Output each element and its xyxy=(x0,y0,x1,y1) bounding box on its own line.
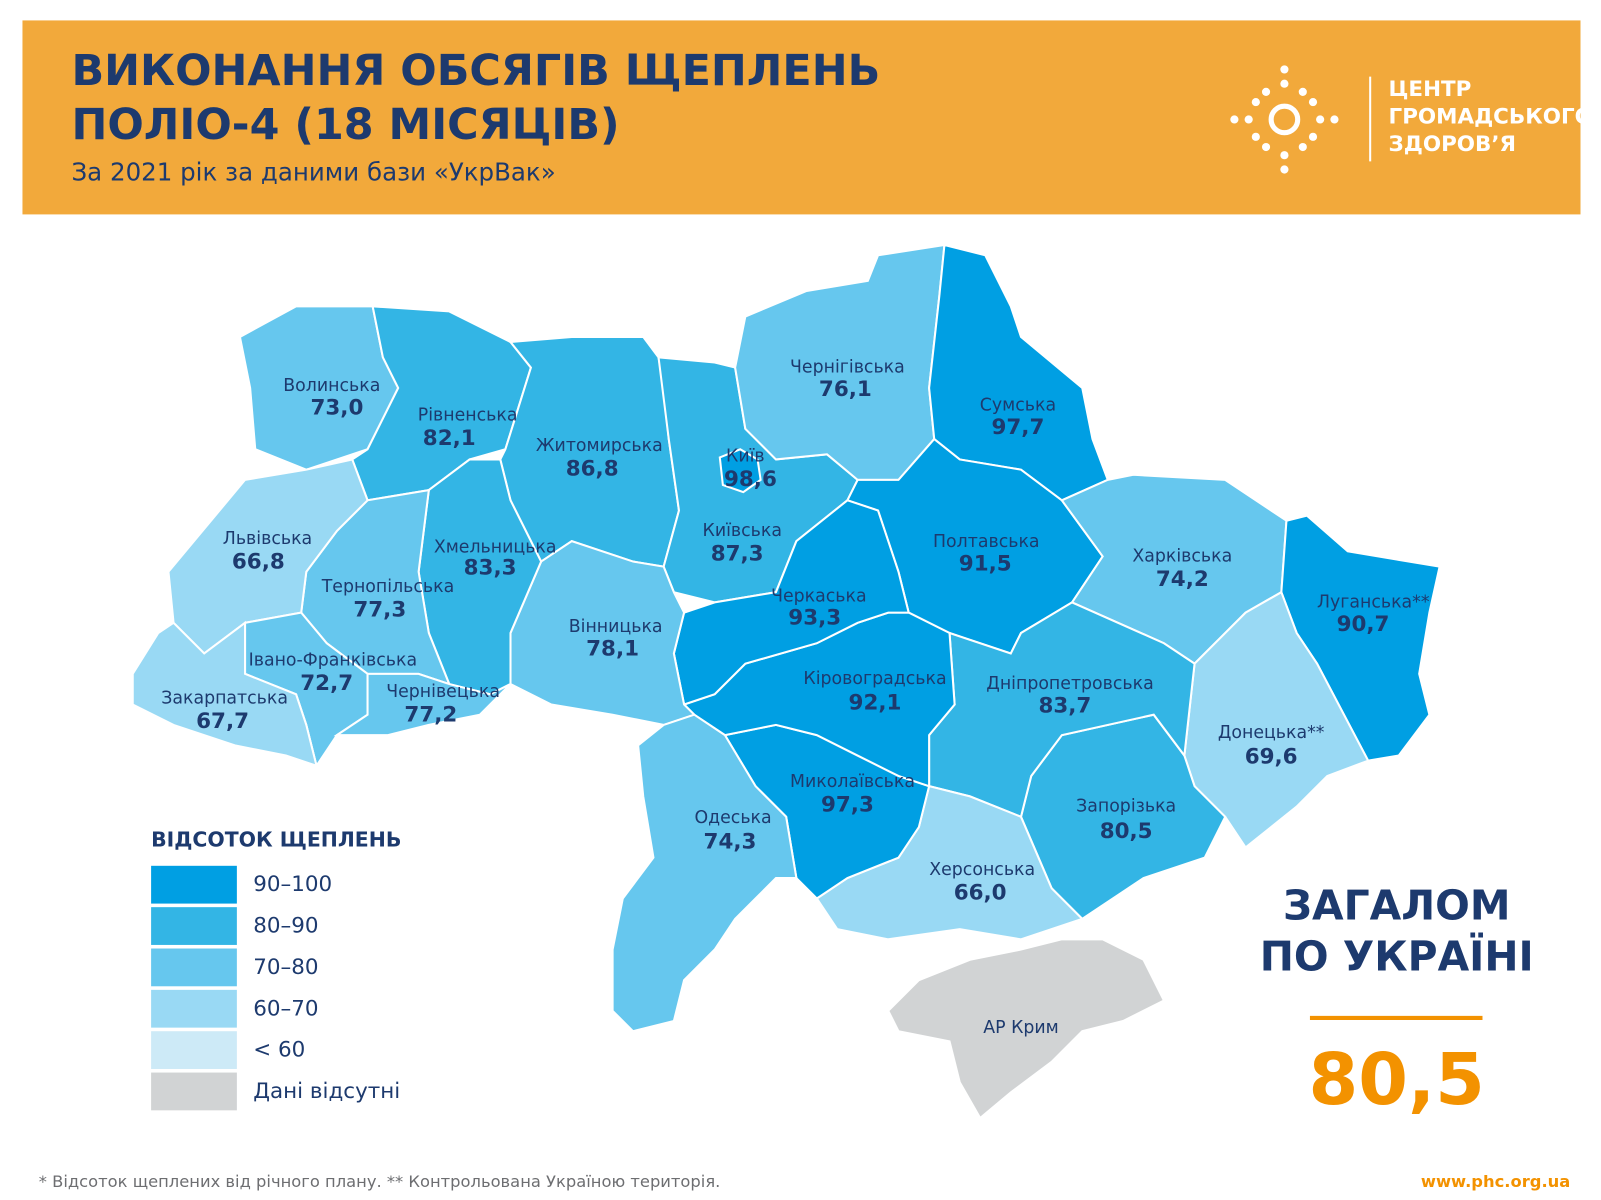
region-value: 82,1 xyxy=(423,426,476,451)
legend: 90–100 80–90 70–80 60–70 < 60 Дані відсутні xyxy=(151,865,400,1111)
region xyxy=(131,620,318,768)
region-value: 74,3 xyxy=(704,829,757,854)
region-name: Херсонська xyxy=(929,860,1035,880)
legend-swatch xyxy=(151,989,237,1028)
region-name: Полтавська xyxy=(933,532,1040,552)
region-value: 93,3 xyxy=(788,606,841,631)
region-name: Луганська** xyxy=(1317,592,1430,612)
title: ПОЛІО-4 (18 МІСЯЦІВ) xyxy=(71,100,619,150)
total-title: ПО УКРАЇНІ xyxy=(1260,933,1534,981)
region-name: Івано-Франківська xyxy=(249,651,417,671)
legend-title: ВІДСОТОК ЩЕПЛЕНЬ xyxy=(151,827,401,851)
legend-swatch xyxy=(151,1031,237,1069)
region-value: 76,1 xyxy=(819,377,872,402)
total-title: ЗАГАЛОМ xyxy=(1283,882,1510,930)
region-name: Сумська xyxy=(980,395,1056,415)
region-name: Львівська xyxy=(223,529,312,549)
region-name: Волинська xyxy=(283,376,380,396)
region-value: 72,7 xyxy=(300,671,353,696)
region-name: Київська xyxy=(703,521,783,541)
region-name: Харківська xyxy=(1132,546,1232,566)
legend-swatch xyxy=(151,865,237,904)
legend-label: Дані відсутні xyxy=(253,1079,400,1104)
region-value: 69,6 xyxy=(1245,745,1298,770)
region-value: 67,7 xyxy=(196,709,249,734)
region-name: Київ xyxy=(726,446,765,466)
region-value: 66,8 xyxy=(232,550,285,575)
region xyxy=(718,448,762,494)
total-value: 80,5 xyxy=(1309,1038,1485,1121)
region-name: Вінницька xyxy=(569,617,663,637)
region xyxy=(611,713,798,1033)
legend-label: 90–100 xyxy=(253,872,332,897)
crimea xyxy=(887,938,1166,1120)
subtitle: За 2021 рік за даними бази «УкрВак» xyxy=(71,158,555,187)
logo-text: ЦЕНТР xyxy=(1389,77,1472,102)
crimea-name: АР Крим xyxy=(983,1018,1059,1038)
region-name: Черкаська xyxy=(771,586,867,606)
region-value: 92,1 xyxy=(849,690,902,715)
region-name: Тернопільська xyxy=(321,577,455,597)
region-value: 77,3 xyxy=(353,598,406,623)
logo-text: ЗДОРОВ’Я xyxy=(1389,132,1516,157)
region-value: 98,6 xyxy=(724,467,777,492)
legend-label: 80–90 xyxy=(253,914,318,939)
region-name: Дніпропетровська xyxy=(986,674,1153,694)
region-value: 66,0 xyxy=(954,880,1007,905)
title: ВИКОНАННЯ ОБСЯГІВ ЩЕПЛЕНЬ xyxy=(71,46,880,96)
region-name: Хмельницька xyxy=(434,537,557,557)
content: ВИКОНАННЯ ОБСЯГІВ ЩЕПЛЕНЬ ПОЛІО-4 (18 МІ… xyxy=(22,20,1593,1191)
legend-label: 70–80 xyxy=(253,955,318,980)
region-value: 83,3 xyxy=(464,556,517,581)
region-value: 90,7 xyxy=(1337,612,1390,637)
region-value: 77,2 xyxy=(404,703,457,728)
region-value: 73,0 xyxy=(310,395,363,420)
region-value: 97,7 xyxy=(991,415,1044,440)
footnote: * Відсоток щеплених від річного плану. *… xyxy=(39,1172,721,1191)
region-name: Чернігівська xyxy=(790,358,905,378)
legend-swatch xyxy=(151,1072,237,1111)
region xyxy=(672,499,910,706)
legend-swatch xyxy=(151,948,237,987)
region-value: 80,5 xyxy=(1100,819,1153,844)
region-name: Житомирська xyxy=(536,436,663,456)
region-name: Донецька** xyxy=(1218,723,1325,743)
region-value: 83,7 xyxy=(1038,694,1091,719)
region xyxy=(509,540,697,726)
region-value: 74,2 xyxy=(1156,567,1209,592)
region-value: 86,8 xyxy=(566,457,619,482)
region xyxy=(333,672,512,737)
region-value: 97,3 xyxy=(821,793,874,818)
region-name: Закарпатська xyxy=(161,688,288,708)
region-name: Запорізька xyxy=(1076,797,1176,817)
legend-label: 60–70 xyxy=(253,996,318,1021)
url: www.phc.org.ua xyxy=(1421,1172,1570,1191)
logo-mark xyxy=(1230,65,1339,174)
region-value: 87,3 xyxy=(711,541,764,566)
region-name: Одеська xyxy=(694,808,771,828)
region-name: Рівненська xyxy=(418,406,518,426)
legend-label: < 60 xyxy=(253,1038,305,1063)
logo-text: ГРОМАДСЬКОГО xyxy=(1389,104,1593,129)
legend-swatch xyxy=(151,907,237,945)
region-value: 78,1 xyxy=(586,636,639,661)
region-name: Чернівецька xyxy=(386,682,500,702)
region-value: 91,5 xyxy=(959,552,1012,577)
region-name: Кіровоградська xyxy=(803,669,946,689)
region-name: Миколаївська xyxy=(790,772,915,792)
